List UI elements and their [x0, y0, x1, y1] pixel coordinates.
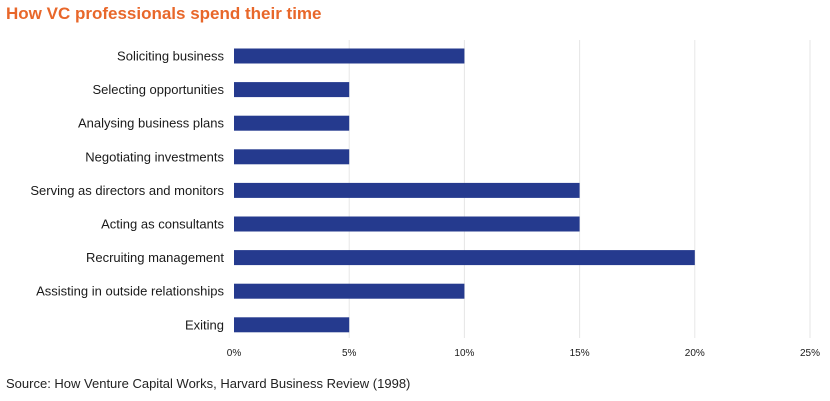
bars [234, 48, 695, 333]
bar [234, 216, 580, 232]
x-tick-label: 15% [570, 348, 590, 359]
bar [234, 82, 350, 98]
x-tick-label: 10% [454, 348, 474, 359]
bar [234, 48, 465, 64]
category-label: Soliciting business [117, 49, 224, 64]
x-axis-tick-labels: 0% 5% 10% 15% 20% 25% [227, 348, 820, 359]
category-label: Recruiting management [86, 250, 224, 265]
category-label: Exiting [185, 317, 224, 332]
x-tick-label: 20% [685, 348, 705, 359]
category-labels: Soliciting business Selecting opportuniti… [30, 49, 224, 333]
category-label: Analysing business plans [78, 116, 224, 131]
chart-title: How VC professionals spend their time [6, 4, 322, 23]
x-tick-label: 25% [800, 348, 820, 359]
chart-source-note: Source: How Venture Capital Works, Harva… [6, 376, 411, 391]
bar [234, 250, 695, 266]
bar [234, 115, 350, 131]
category-label: Assisting in outside relationships [36, 284, 224, 299]
bar [234, 182, 580, 198]
category-label: Serving as directors and monitors [30, 183, 224, 198]
x-tick-label: 0% [227, 348, 242, 359]
category-label: Negotiating investments [85, 149, 224, 164]
category-label: Selecting opportunities [92, 82, 224, 97]
bar [234, 149, 350, 165]
x-tick-label: 5% [342, 348, 357, 359]
bar [234, 283, 465, 299]
bar [234, 317, 350, 333]
category-label: Acting as consultants [101, 217, 224, 232]
